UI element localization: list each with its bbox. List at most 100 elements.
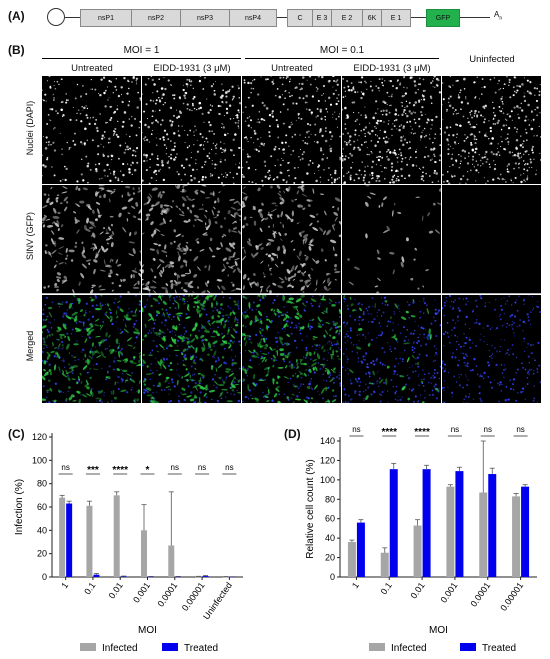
segment-nsp3: nsP3 bbox=[180, 9, 230, 27]
y-tick-label: 20 bbox=[37, 549, 47, 559]
micrograph-grid bbox=[42, 76, 542, 404]
y-tick-label: 40 bbox=[37, 525, 47, 535]
segment-e1: E 1 bbox=[381, 9, 411, 27]
bar-infected-3 bbox=[113, 495, 120, 577]
micrograph-merged-2 bbox=[142, 294, 241, 403]
legend-label-infected: Infected bbox=[391, 643, 427, 654]
y-tick-label: 100 bbox=[32, 455, 47, 465]
y-tick-label: 80 bbox=[325, 494, 335, 504]
y-tick-label: 100 bbox=[320, 475, 335, 485]
moi-group-bar-1 bbox=[42, 58, 241, 59]
chart-infection: 0 20 40 60 80 100 120 Infection (%) 1 ns 0.1 *** 0.0… bbox=[14, 432, 243, 654]
bar-infected-6 bbox=[195, 576, 202, 578]
bar-infected-1 bbox=[59, 497, 66, 577]
micrograph-dapi-1 bbox=[42, 76, 141, 185]
condition-label-4: EIDD-1931 (3 μM) bbox=[353, 63, 431, 74]
panel-label-c: (C) bbox=[8, 427, 25, 441]
condition-label-1: Untreated bbox=[71, 63, 113, 74]
condition-label-2: EIDD-1931 (3 μM) bbox=[153, 63, 231, 74]
legend-label-treated: Treated bbox=[184, 643, 218, 654]
legend-label-treated: Treated bbox=[482, 643, 516, 654]
segment-gfp: GFP bbox=[426, 9, 460, 27]
legend-swatch-treated bbox=[162, 643, 178, 651]
y-tick-label: 60 bbox=[37, 502, 47, 512]
bar-treated-2 bbox=[93, 574, 100, 577]
bar-treated-5 bbox=[175, 576, 182, 578]
significance-label: **** bbox=[112, 465, 128, 476]
panel-label-d: (D) bbox=[284, 427, 301, 441]
x-tick-label: 0.1 bbox=[82, 580, 97, 596]
polya-subscript: n bbox=[499, 15, 503, 22]
polya-letter: A bbox=[494, 10, 500, 19]
micrograph-merged-3 bbox=[242, 294, 341, 403]
bar-treated-5 bbox=[488, 474, 497, 577]
x-tick-label: 0.01 bbox=[107, 580, 125, 600]
segment-c: C bbox=[287, 9, 313, 27]
x-tick-label: 0.0001 bbox=[468, 580, 492, 608]
bar-treated-3 bbox=[422, 469, 431, 577]
chart-cell-count: 0 20 40 60 80 100 120 140 Relative cell count (%… bbox=[305, 425, 537, 654]
x-tick-label: 1 bbox=[59, 580, 70, 590]
bar-infected-2 bbox=[86, 505, 93, 577]
significance-label: ns bbox=[198, 463, 206, 472]
segment-nsp1: nsP1 bbox=[80, 9, 132, 27]
significance-label: ns bbox=[451, 425, 459, 434]
significance-label: **** bbox=[381, 427, 397, 438]
genome-line bbox=[65, 17, 490, 18]
y-tick-label: 60 bbox=[325, 514, 335, 524]
y-tick-label: 0 bbox=[330, 572, 335, 582]
legend-swatch-infected bbox=[369, 643, 385, 651]
legend-swatch-treated bbox=[460, 643, 476, 651]
segment-nsp4: nsP4 bbox=[229, 9, 277, 27]
significance-label: * bbox=[146, 465, 150, 476]
significance-label: ns bbox=[484, 425, 492, 434]
micrograph-gfp-2 bbox=[142, 185, 241, 294]
significance-label: ns bbox=[225, 463, 233, 472]
y-axis-title: Relative cell count (%) bbox=[305, 459, 316, 558]
segment-6k: 6K bbox=[362, 9, 382, 27]
bar-infected-5 bbox=[168, 545, 175, 577]
significance-label: **** bbox=[414, 427, 430, 438]
micrograph-gfp-1 bbox=[42, 185, 141, 294]
genome-schematic: nsP1 nsP2 nsP3 nsP4 C E 3 E 2 6K E 1 GFP… bbox=[0, 0, 550, 36]
bar-infected-4 bbox=[141, 530, 147, 577]
row-label-merged: Merged bbox=[25, 330, 35, 362]
legend-label-infected: Infected bbox=[102, 643, 138, 654]
row-label-dapi: Nuclei (DAPI) bbox=[25, 100, 35, 156]
bar-treated-7 bbox=[229, 576, 236, 578]
micrograph-gfp-5 bbox=[442, 185, 541, 294]
segment-e2: E 2 bbox=[331, 9, 363, 27]
y-tick-label: 20 bbox=[325, 553, 335, 563]
bar-infected-6 bbox=[512, 496, 521, 577]
x-tick-label: 0.01 bbox=[408, 580, 426, 600]
bar-infected-1 bbox=[347, 542, 356, 577]
y-tick-label: 40 bbox=[325, 533, 335, 543]
micrograph-merged-5 bbox=[442, 294, 541, 403]
segment-e3: E 3 bbox=[312, 9, 332, 27]
bar-treated-4 bbox=[455, 471, 464, 577]
bar-infected-5 bbox=[479, 492, 488, 577]
x-tick-label: 0.00001 bbox=[180, 580, 207, 612]
significance-label: *** bbox=[87, 465, 99, 476]
x-tick-label: 0.001 bbox=[131, 580, 152, 604]
micrograph-dapi-4 bbox=[342, 76, 441, 185]
x-tick-label: 0.1 bbox=[379, 580, 394, 596]
segment-nsp2: nsP2 bbox=[131, 9, 181, 27]
micrograph-merged-4 bbox=[342, 294, 441, 403]
moi-group-label-2: MOI = 0.1 bbox=[319, 45, 365, 56]
bar-treated-1 bbox=[66, 503, 73, 577]
significance-label: ns bbox=[171, 463, 179, 472]
x-tick-label: 0.00001 bbox=[498, 580, 525, 612]
bar-treated-6 bbox=[202, 576, 209, 577]
bar-treated-2 bbox=[389, 469, 398, 577]
x-tick-label: 0.0001 bbox=[155, 580, 179, 608]
micrograph-dapi-2 bbox=[142, 76, 241, 185]
bar-treated-1 bbox=[356, 522, 365, 577]
moi-group-bar-2 bbox=[245, 58, 439, 59]
bar-infected-3 bbox=[413, 525, 422, 577]
moi-group-label-1: MOI = 1 bbox=[123, 45, 160, 56]
bar-infected-4 bbox=[446, 486, 455, 577]
micrograph-gfp-4 bbox=[342, 185, 441, 294]
polya-label: An bbox=[494, 10, 502, 22]
condition-label-3: Untreated bbox=[271, 63, 313, 74]
